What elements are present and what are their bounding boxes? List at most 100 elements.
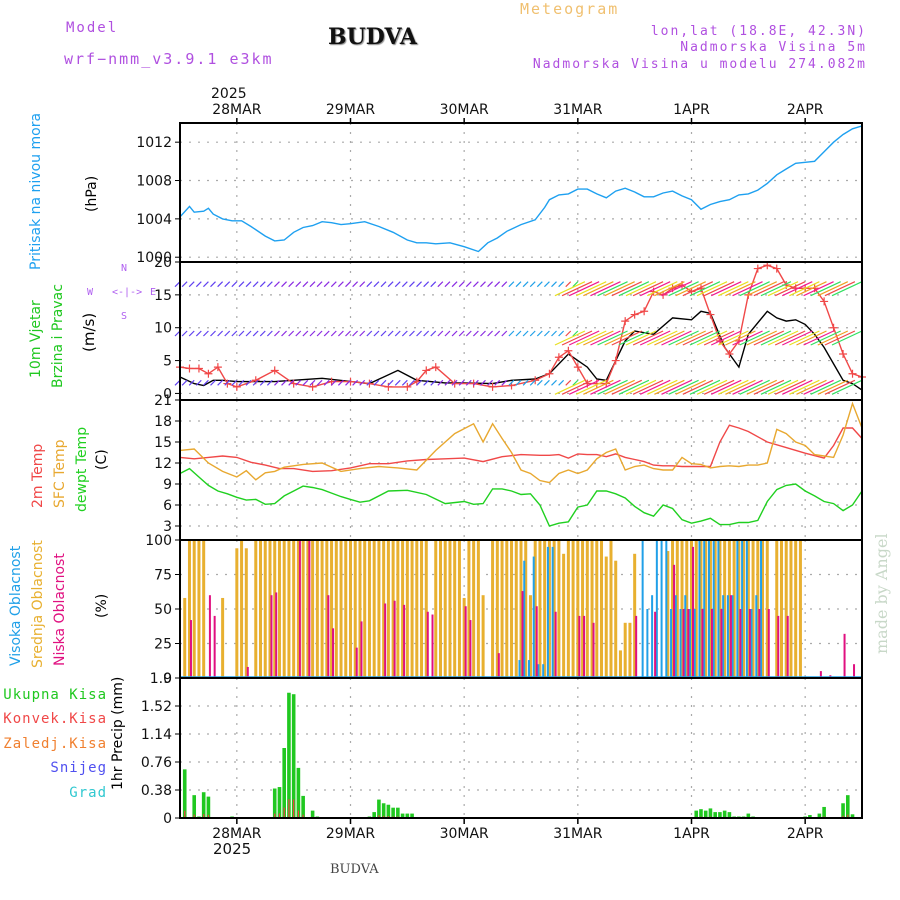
wind-barb bbox=[568, 379, 600, 395]
bar-cloud bbox=[405, 540, 409, 678]
compass-s: S bbox=[121, 311, 128, 322]
wind-barb bbox=[675, 379, 706, 395]
wind-barb bbox=[508, 281, 515, 288]
wind-barb bbox=[604, 379, 635, 395]
bar-cloud bbox=[701, 609, 704, 678]
bar-cloud bbox=[746, 540, 750, 678]
bar-cloud bbox=[655, 540, 658, 678]
wind-barb bbox=[472, 379, 479, 386]
wind-barb bbox=[661, 379, 692, 395]
wind-barb bbox=[618, 281, 650, 297]
wind-barb bbox=[274, 330, 280, 337]
bar-cloud bbox=[415, 540, 419, 678]
wind-barb bbox=[568, 281, 600, 297]
gust-marker bbox=[554, 353, 563, 362]
bar-cloud bbox=[403, 604, 406, 678]
wind-barb bbox=[416, 330, 422, 337]
bar-cloud bbox=[784, 540, 788, 678]
bar-cloud bbox=[372, 540, 376, 678]
bar-cloud bbox=[726, 595, 729, 678]
wind-barb bbox=[689, 281, 721, 297]
model-label: Model bbox=[66, 20, 119, 36]
top-day-label: 30MAR bbox=[440, 102, 489, 118]
y-tick-label: 3 bbox=[163, 519, 172, 535]
wind-barb bbox=[401, 379, 408, 386]
wind-barb bbox=[767, 379, 799, 395]
wind-barb bbox=[575, 281, 607, 297]
bar-precip bbox=[182, 769, 187, 818]
wind-barb bbox=[558, 379, 565, 386]
bar-cloud bbox=[741, 540, 744, 678]
y-tick-label: 12 bbox=[154, 456, 172, 472]
wind-barb bbox=[760, 281, 792, 297]
legend-total-rain: Ukupna Kisa bbox=[3, 687, 107, 703]
wind-barb bbox=[217, 379, 224, 386]
bar-cloud bbox=[692, 546, 694, 678]
bar-cloud bbox=[327, 595, 330, 678]
gust-marker bbox=[403, 382, 412, 391]
wind-barb bbox=[217, 281, 224, 288]
wind-barb bbox=[387, 379, 394, 386]
gust-marker bbox=[564, 346, 573, 355]
bar-cloud bbox=[382, 540, 386, 678]
bar-precip bbox=[381, 803, 386, 818]
bar-cloud bbox=[510, 540, 514, 678]
wind-barb bbox=[380, 281, 387, 288]
wind-barb bbox=[515, 281, 522, 288]
bar-precip bbox=[400, 813, 405, 818]
series-mslp bbox=[179, 125, 863, 253]
wind-barb bbox=[359, 281, 366, 288]
bar-convective bbox=[207, 814, 210, 818]
wind-barb bbox=[767, 330, 799, 346]
wind-barb bbox=[590, 379, 621, 395]
bar-cloud bbox=[301, 540, 305, 678]
wind-barb bbox=[259, 379, 266, 386]
bar-convective bbox=[383, 815, 385, 818]
wind-barb bbox=[639, 281, 671, 297]
wind-barb bbox=[380, 379, 387, 386]
bar-cloud bbox=[557, 540, 561, 678]
wind-barb bbox=[394, 379, 401, 386]
wind-barb bbox=[416, 281, 422, 288]
bar-cloud bbox=[334, 540, 338, 678]
bar-cloud bbox=[183, 597, 187, 678]
bar-cloud bbox=[377, 540, 381, 678]
bar-cloud bbox=[685, 540, 689, 678]
wind-barb bbox=[725, 330, 756, 346]
wind-barb bbox=[352, 379, 359, 386]
gust-marker bbox=[621, 317, 630, 326]
bar-cloud bbox=[775, 540, 779, 678]
gust-marker bbox=[573, 363, 582, 372]
wind-barb bbox=[437, 379, 444, 386]
bar-precip bbox=[405, 813, 410, 818]
wind-barb bbox=[409, 281, 415, 288]
bar-cloud bbox=[330, 540, 334, 678]
bar-cloud bbox=[635, 615, 638, 678]
y-tick-label: 20 bbox=[154, 255, 172, 271]
bar-precip bbox=[699, 809, 703, 818]
bar-cloud bbox=[699, 540, 703, 678]
wind-barb bbox=[202, 330, 209, 337]
bar-precip bbox=[817, 813, 822, 818]
wind-barb bbox=[565, 281, 572, 288]
bar-precip bbox=[291, 694, 296, 818]
bar-cloud bbox=[633, 553, 637, 678]
bar-cloud bbox=[298, 540, 301, 678]
bar-precip bbox=[301, 795, 305, 818]
bar-convective bbox=[283, 807, 285, 818]
wind-barb bbox=[444, 281, 451, 288]
wind-barb bbox=[611, 281, 643, 297]
bar-cloud bbox=[641, 540, 644, 678]
bar-cloud bbox=[469, 620, 472, 678]
wind-barb bbox=[281, 330, 287, 337]
wind-barb bbox=[309, 281, 316, 288]
y-tick-label: 1.52 bbox=[141, 699, 172, 715]
wind-barb bbox=[625, 379, 657, 395]
bar-cloud bbox=[268, 540, 272, 678]
wind-barb bbox=[604, 330, 635, 346]
bar-cloud bbox=[420, 540, 424, 678]
wind-barb bbox=[444, 379, 451, 386]
wind-barb bbox=[789, 330, 820, 346]
wind-barb bbox=[689, 379, 721, 395]
bar-convective bbox=[847, 814, 849, 818]
